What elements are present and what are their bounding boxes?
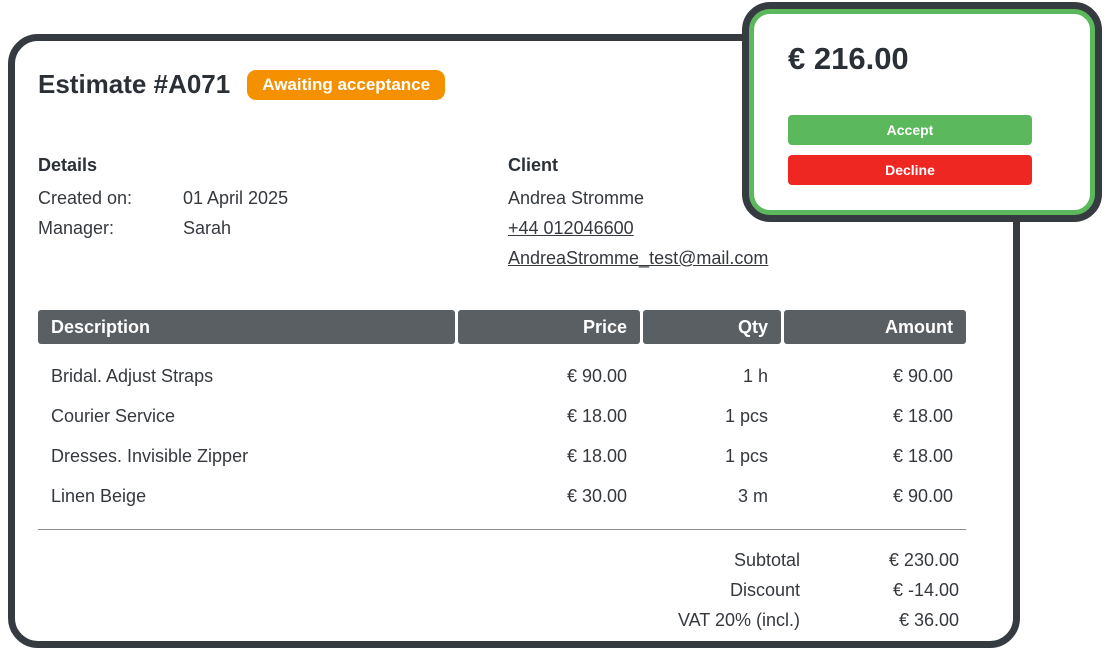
acceptance-popup-body: € 216.00 Accept Decline (749, 9, 1095, 215)
totals-divider (38, 529, 966, 530)
manager-value: Sarah (183, 218, 232, 238)
item-description: Courier Service (51, 405, 176, 426)
vat-value: € 36.00 (898, 609, 959, 630)
acceptance-popup: € 216.00 Accept Decline (742, 2, 1102, 222)
subtotal-label: Subtotal (733, 549, 800, 570)
vat-row: VAT 20% (incl.) € 36.00 (38, 605, 966, 635)
item-description: Bridal. Adjust Straps (51, 365, 214, 386)
table-row: Dresses. Invisible Zipper € 18.00 1 pcs … (38, 436, 966, 476)
item-qty: 3 m (737, 485, 768, 506)
manager-row: Manager: Sarah (38, 213, 508, 243)
client-name: Andrea Stromme (508, 188, 645, 208)
item-description: Dresses. Invisible Zipper (51, 445, 249, 466)
item-amount: € 90.00 (892, 485, 953, 506)
vat-label: VAT 20% (incl.) (677, 609, 800, 630)
discount-row: Discount € -14.00 (38, 575, 966, 605)
accept-button[interactable]: Accept (788, 115, 1032, 145)
item-qty: 1 h (742, 365, 768, 386)
item-description: Linen Beige (51, 485, 147, 506)
created-on-label: Created on: (38, 188, 133, 208)
subtotal-value: € 230.00 (888, 549, 959, 570)
table-row: Courier Service € 18.00 1 pcs € 18.00 (38, 396, 966, 436)
page-title: Estimate #A071 (38, 69, 231, 99)
totals-section: Subtotal € 230.00 Discount € -14.00 VAT … (38, 545, 966, 635)
client-section: Client Andrea Stromme +44 012046600 Andr… (508, 153, 978, 273)
header-description: Description (38, 310, 455, 344)
header-amount: Amount (784, 310, 966, 344)
details-section: Details Created on: 01 April 2025 Manager… (38, 153, 508, 273)
subtotal-row: Subtotal € 230.00 (38, 545, 966, 575)
item-price: € 30.00 (566, 485, 627, 506)
created-on-value: 01 April 2025 (183, 188, 289, 208)
created-on-row: Created on: 01 April 2025 (38, 183, 508, 213)
info-columns: Details Created on: 01 April 2025 Manager… (38, 153, 978, 273)
item-amount: € 18.00 (892, 445, 953, 466)
header-price: Price (458, 310, 640, 344)
items-table: Description Price Qty Amount Bridal. Adj… (38, 310, 966, 635)
item-price: € 18.00 (566, 405, 627, 426)
status-badge: Awaiting acceptance (247, 69, 446, 100)
decline-button[interactable]: Decline (788, 155, 1032, 185)
table-header-row: Description Price Qty Amount (38, 310, 966, 344)
client-heading: Client (508, 155, 559, 175)
item-price: € 18.00 (566, 445, 627, 466)
table-row: Linen Beige € 30.00 3 m € 90.00 (38, 476, 966, 516)
manager-label: Manager: (38, 218, 115, 238)
item-price: € 90.00 (566, 365, 627, 386)
discount-value: € -14.00 (892, 579, 959, 600)
client-phone-link[interactable]: +44 012046600 (508, 218, 634, 238)
item-qty: 1 pcs (724, 445, 768, 466)
discount-label: Discount (729, 579, 800, 600)
item-amount: € 90.00 (892, 365, 953, 386)
item-amount: € 18.00 (892, 405, 953, 426)
client-email-link[interactable]: AndreaStromme_test@mail.com (508, 248, 769, 268)
item-qty: 1 pcs (724, 405, 768, 426)
table-row: Bridal. Adjust Straps € 90.00 1 h € 90.0… (38, 356, 966, 396)
title-row: Estimate #A071 Awaiting acceptance (38, 69, 446, 100)
details-heading: Details (38, 155, 98, 175)
popup-total-amount: € 216.00 (788, 41, 909, 76)
table-body: Bridal. Adjust Straps € 90.00 1 h € 90.0… (38, 356, 966, 516)
header-qty: Qty (643, 310, 781, 344)
